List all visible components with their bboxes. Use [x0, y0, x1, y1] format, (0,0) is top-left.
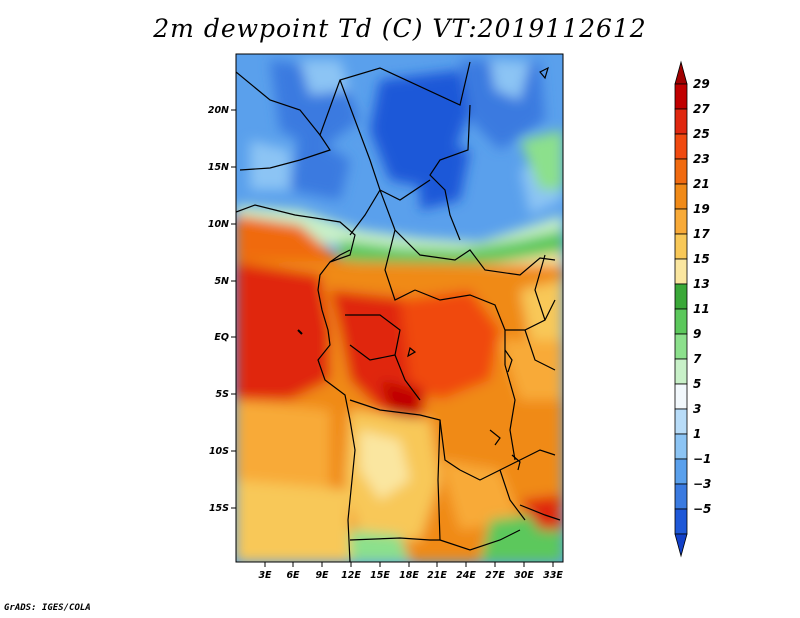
- map-frame: [235, 53, 564, 563]
- colorbar-segment: [674, 133, 688, 160]
- colorbar-label: 19: [693, 202, 710, 216]
- colorbar-label: 29: [693, 77, 710, 91]
- lon-label: 12E: [341, 570, 361, 581]
- lon-label: 21E: [427, 570, 447, 581]
- grads-credit: GrADS: IGES/COLA: [4, 603, 91, 613]
- colorbar-label: 25: [693, 127, 710, 141]
- colorbar-segment: [674, 508, 688, 535]
- colorbar-segment: [674, 233, 688, 260]
- colorbar-segment: [674, 158, 688, 185]
- lat-label: 10S: [209, 446, 229, 457]
- colorbar-segment: [674, 283, 688, 310]
- colorbar-segment: [674, 108, 688, 135]
- colorbar: 29 27 25 23 21 19 17 15 13 11 9 7 5 3 1 −1 −3 −5: [674, 60, 711, 558]
- colorbar-segment: [674, 208, 688, 235]
- longitude-axis: 3E 6E 9E 12E 15E 18E 21E 24E 27E 30E 33E: [258, 562, 563, 581]
- latitude-axis: 20N 15N 10N 5N EQ 5S 10S 15S: [208, 105, 236, 514]
- colorbar-label: 11: [693, 302, 710, 316]
- colorbar-segment: [674, 408, 688, 435]
- colorbar-label: 17: [693, 227, 710, 241]
- lon-label: 3E: [258, 570, 272, 581]
- colorbar-segment: [674, 383, 688, 410]
- lon-label: 33E: [543, 570, 563, 581]
- colorbar-segment: [674, 433, 688, 460]
- colorbar-label: 1: [693, 427, 701, 441]
- colorbar-label: 3: [693, 402, 701, 416]
- colorbar-segment: [674, 258, 688, 285]
- lat-label: 5N: [214, 276, 229, 287]
- map-title: 2m dewpoint Td (C) VT:2019112612: [153, 14, 647, 43]
- lat-label: 20N: [208, 105, 229, 116]
- colorbar-label: 13: [693, 277, 710, 291]
- colorbar-bottom-triangle: [674, 533, 688, 558]
- colorbar-label: 5: [693, 377, 701, 391]
- colorbar-label: 21: [693, 177, 710, 191]
- lon-label: 6E: [286, 570, 300, 581]
- colorbar-label: 9: [693, 327, 701, 341]
- colorbar-label: 27: [693, 102, 710, 116]
- colorbar-segment: [674, 458, 688, 485]
- lon-label: 9E: [315, 570, 329, 581]
- country-borders: [236, 61, 561, 562]
- colorbar-segment: [674, 308, 688, 335]
- colorbar-label: −3: [693, 477, 711, 491]
- lon-label: 15E: [370, 570, 390, 581]
- lon-label: 18E: [399, 570, 419, 581]
- colorbar-segment: [674, 183, 688, 210]
- colorbar-label: 15: [693, 252, 710, 266]
- lat-label: 15N: [208, 162, 229, 173]
- lon-label: 30E: [514, 570, 534, 581]
- lat-label: 5S: [216, 389, 230, 400]
- lat-label: 15S: [209, 503, 229, 514]
- colorbar-label: 7: [693, 352, 702, 366]
- lat-label: EQ: [214, 332, 229, 343]
- colorbar-label: −5: [693, 502, 711, 516]
- colorbar-label: 23: [693, 152, 710, 166]
- colorbar-segment: [674, 358, 688, 385]
- colorbar-segment: [674, 83, 688, 110]
- lon-label: 24E: [456, 570, 476, 581]
- lon-label: 27E: [485, 570, 505, 581]
- colorbar-label: −1: [693, 452, 711, 466]
- lat-label: 10N: [208, 219, 229, 230]
- colorbar-top-triangle: [674, 60, 688, 85]
- colorbar-segment: [674, 483, 688, 510]
- colorbar-segment: [674, 333, 688, 360]
- dewpoint-field: [236, 54, 563, 562]
